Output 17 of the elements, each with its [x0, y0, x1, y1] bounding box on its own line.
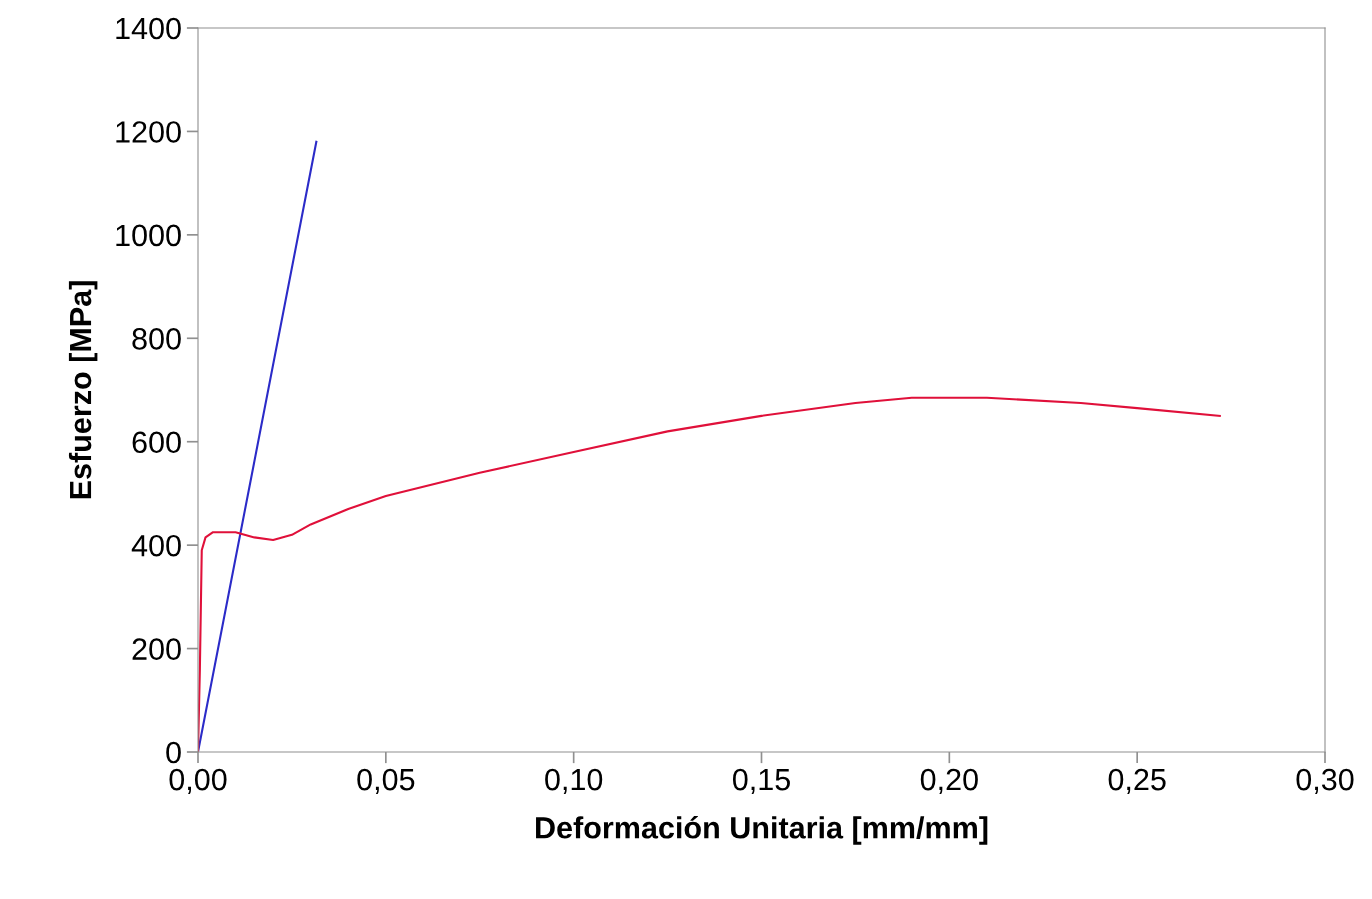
y-tick-label: 400	[131, 534, 181, 557]
x-tick-label: 0,15	[732, 768, 790, 795]
x-tick-label: 0,05	[357, 768, 415, 795]
y-tick-label: 1000	[116, 224, 181, 247]
x-axis-title: Deformación Unitaria [mm/mm]	[536, 815, 988, 845]
y-tick-label: 200	[132, 638, 181, 660]
y-axis-title: Esfuerzo [MPa]	[68, 281, 98, 499]
x-tick-label: 0,30	[1296, 768, 1354, 795]
x-tick-label: 0,10	[545, 768, 603, 795]
x-tick-label: 0,00	[169, 768, 227, 795]
y-tick-label: 800	[132, 328, 181, 350]
y-tick-label: 1400	[116, 17, 181, 40]
x-tick-label: 0,25	[1108, 768, 1166, 795]
y-tick-label: 1200	[116, 121, 181, 143]
x-tick-label: 0,20	[920, 768, 978, 795]
y-tick-label: 600	[132, 431, 181, 454]
y-tick-label: 0	[166, 741, 181, 764]
